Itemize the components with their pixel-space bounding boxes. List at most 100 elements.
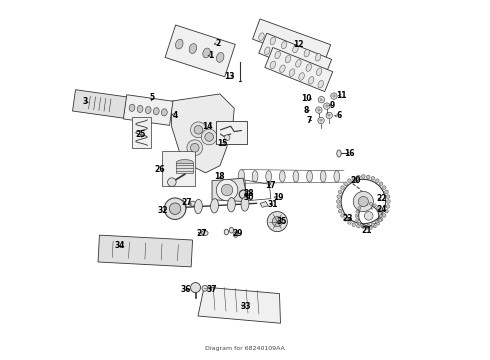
Text: 33: 33 [241, 302, 251, 311]
Ellipse shape [270, 37, 275, 45]
Text: 1: 1 [208, 51, 214, 60]
Ellipse shape [285, 55, 291, 63]
Circle shape [367, 175, 370, 179]
Text: 15: 15 [218, 139, 228, 148]
Circle shape [344, 182, 347, 185]
Circle shape [341, 186, 344, 189]
Circle shape [224, 135, 230, 140]
Ellipse shape [270, 61, 275, 69]
Circle shape [191, 283, 200, 293]
Circle shape [379, 182, 383, 185]
Ellipse shape [295, 60, 301, 67]
Text: 6: 6 [336, 111, 342, 120]
Polygon shape [123, 95, 173, 125]
Text: 24: 24 [377, 205, 387, 214]
Circle shape [377, 222, 379, 225]
Bar [132, 117, 151, 148]
Circle shape [318, 117, 324, 124]
Circle shape [337, 195, 341, 198]
Ellipse shape [304, 49, 310, 57]
Circle shape [379, 219, 382, 221]
Circle shape [369, 226, 372, 229]
Circle shape [357, 175, 360, 179]
Text: 31: 31 [268, 200, 278, 209]
Text: 23: 23 [343, 214, 353, 223]
Polygon shape [176, 163, 194, 173]
Circle shape [361, 204, 364, 207]
Ellipse shape [308, 77, 314, 84]
Text: 19: 19 [273, 193, 283, 202]
Circle shape [337, 200, 340, 203]
Text: 13: 13 [224, 72, 235, 81]
Ellipse shape [259, 33, 264, 40]
Ellipse shape [318, 80, 323, 88]
Circle shape [337, 204, 341, 208]
Circle shape [365, 202, 368, 205]
Ellipse shape [189, 44, 196, 53]
Circle shape [347, 179, 351, 183]
Text: 2: 2 [216, 39, 220, 48]
Ellipse shape [320, 171, 326, 182]
Ellipse shape [190, 201, 196, 206]
Circle shape [164, 198, 186, 220]
Ellipse shape [137, 105, 143, 113]
Text: 4: 4 [172, 111, 178, 120]
Ellipse shape [293, 171, 299, 182]
Circle shape [187, 140, 203, 156]
Text: 27: 27 [196, 229, 207, 238]
Circle shape [375, 179, 379, 183]
Circle shape [168, 178, 176, 186]
Circle shape [202, 285, 208, 291]
Ellipse shape [316, 54, 321, 61]
Circle shape [375, 221, 379, 224]
Circle shape [353, 192, 373, 212]
Ellipse shape [317, 68, 322, 76]
Circle shape [386, 195, 390, 198]
Circle shape [386, 204, 390, 208]
Ellipse shape [178, 201, 186, 215]
Ellipse shape [289, 69, 295, 76]
Ellipse shape [176, 159, 194, 166]
Circle shape [362, 225, 365, 228]
Text: 5: 5 [149, 93, 154, 102]
Circle shape [367, 224, 370, 228]
Ellipse shape [238, 170, 245, 183]
Polygon shape [198, 287, 280, 323]
Ellipse shape [299, 73, 304, 80]
Circle shape [373, 204, 376, 207]
Circle shape [339, 190, 342, 194]
Text: 14: 14 [202, 122, 213, 131]
Circle shape [355, 215, 358, 217]
Circle shape [318, 96, 324, 103]
Text: 29: 29 [233, 229, 243, 238]
Ellipse shape [175, 39, 183, 49]
Ellipse shape [211, 199, 219, 213]
Ellipse shape [234, 231, 238, 237]
Ellipse shape [337, 150, 341, 157]
Circle shape [358, 222, 361, 225]
Text: 7: 7 [306, 116, 312, 125]
Circle shape [358, 197, 368, 207]
Circle shape [191, 122, 206, 138]
Polygon shape [252, 19, 331, 65]
Ellipse shape [306, 64, 312, 71]
Polygon shape [172, 94, 234, 173]
Circle shape [387, 200, 390, 203]
Ellipse shape [203, 48, 210, 58]
Ellipse shape [224, 229, 228, 235]
Polygon shape [259, 33, 332, 79]
Text: 12: 12 [293, 40, 303, 49]
Circle shape [371, 223, 375, 226]
Ellipse shape [217, 53, 224, 62]
Text: 35: 35 [276, 217, 287, 226]
Ellipse shape [275, 51, 280, 59]
Circle shape [357, 224, 360, 228]
Circle shape [379, 217, 383, 221]
Circle shape [361, 225, 364, 228]
Circle shape [323, 103, 330, 109]
Ellipse shape [195, 199, 202, 214]
Circle shape [267, 212, 287, 231]
Circle shape [382, 214, 386, 217]
Circle shape [385, 190, 389, 194]
Ellipse shape [279, 171, 285, 182]
